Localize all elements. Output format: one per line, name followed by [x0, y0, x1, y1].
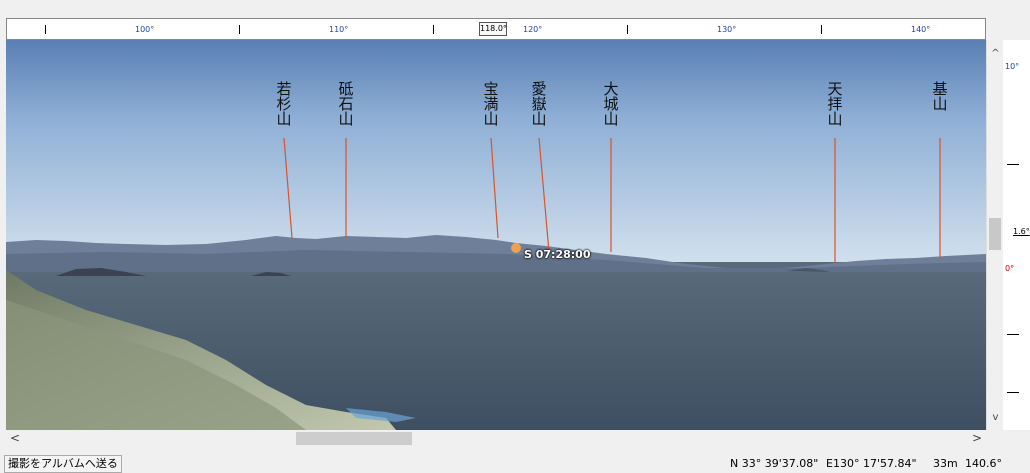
altitude-readout: 33m — [933, 457, 958, 470]
horizontal-scroll-thumb[interactable] — [296, 432, 412, 445]
peak-label: 大城山 — [603, 80, 619, 128]
island — [251, 272, 291, 276]
island — [786, 268, 831, 272]
vertical-scrollbar[interactable]: ^ v — [986, 40, 1003, 430]
panorama-scene — [6, 40, 986, 430]
horizontal-scrollbar[interactable]: < > — [6, 430, 986, 447]
altitude-horizon-label: 0° — [1005, 264, 1015, 273]
scroll-down-icon[interactable]: v — [992, 412, 999, 423]
cliff-shading — [6, 300, 306, 430]
ruler-minor-tick — [433, 25, 434, 34]
altitude-tick — [1007, 334, 1019, 335]
sky — [6, 40, 986, 270]
mountain-foothills — [6, 250, 986, 272]
ruler-label-120: 120° — [523, 25, 543, 34]
ruler-label-140: 140° — [911, 25, 931, 34]
sun-time-label: S 07:28:00 — [524, 248, 591, 261]
altitude-current-value: 1.6° — [1013, 227, 1030, 236]
ruler-label-110: 110° — [329, 25, 349, 34]
peak-label: 基山 — [932, 80, 948, 113]
longitude-readout: E130° 17'57.84" — [826, 457, 917, 470]
ruler-center-value: 118.0° — [479, 22, 507, 36]
send-to-album-button[interactable]: 撮影をアルバムへ送る — [4, 455, 122, 473]
island — [56, 268, 146, 276]
ruler-minor-tick — [821, 25, 822, 34]
peak-label: 砥石山 — [338, 80, 354, 128]
vertical-scroll-thumb[interactable] — [989, 218, 1001, 250]
scroll-up-icon[interactable]: ^ — [991, 48, 1000, 59]
status-bar: 撮影をアルバムへ送る N 33° 39'37.08" E130° 17'57.8… — [0, 450, 1030, 473]
scroll-left-icon[interactable]: < — [10, 431, 21, 445]
peak-pointer-lines — [283, 137, 941, 264]
ruler-minor-tick — [239, 25, 240, 34]
altitude-tick — [1007, 392, 1019, 393]
ruler-minor-tick — [45, 25, 46, 34]
ruler-label-100: 100° — [135, 25, 155, 34]
altitude-top-label: 10° — [1005, 62, 1020, 71]
azimuth-readout: 140.6° — [965, 457, 1002, 470]
panorama-viewport[interactable]: 若杉山 砥石山 宝満山 愛嶽山 大城山 天拝山 基山 S 07:28:00 — [6, 40, 986, 430]
peak-label: 愛嶽山 — [531, 80, 547, 128]
peak-label: 若杉山 — [276, 80, 292, 128]
ruler-minor-tick — [627, 25, 628, 34]
scroll-right-icon[interactable]: > — [972, 431, 983, 445]
surf — [346, 408, 416, 422]
peak-label: 宝満山 — [483, 80, 499, 128]
altitude-ruler[interactable]: 10° 1.6° 0° — [1003, 40, 1030, 430]
ruler-label-130: 130° — [717, 25, 737, 34]
sun-marker-dot — [511, 243, 521, 253]
peak-label: 天拝山 — [827, 80, 843, 128]
altitude-tick — [1007, 164, 1019, 165]
azimuth-ruler[interactable]: 100° 110° 118.0° 120° 130° 140° — [6, 18, 986, 40]
latitude-readout: N 33° 39'37.08" — [730, 457, 819, 470]
